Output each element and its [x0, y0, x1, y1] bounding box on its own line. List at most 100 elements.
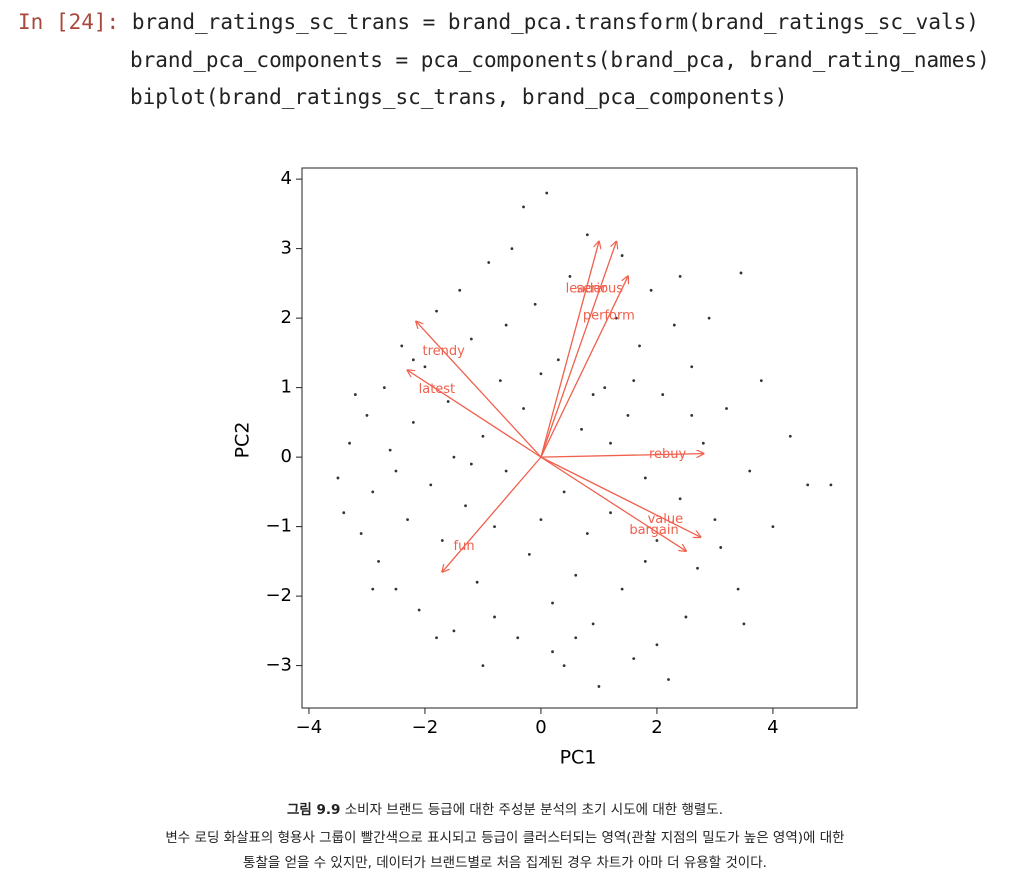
loading-arrow [540, 276, 628, 458]
point [348, 441, 351, 445]
code-text: brand_ratings_sc_trans = brand_pca.trans… [131, 10, 979, 34]
point [829, 483, 833, 487]
point [684, 615, 688, 619]
point [713, 518, 717, 522]
y-axis-label: PC2 [232, 422, 254, 459]
point [690, 365, 694, 369]
loading-label: perform [583, 309, 635, 324]
point [701, 441, 705, 445]
point [411, 420, 415, 424]
point [609, 511, 612, 515]
x-tick-label: 4 [767, 717, 778, 738]
point [429, 483, 433, 487]
point [353, 393, 357, 396]
x-tick-label: −2 [412, 717, 439, 738]
point [452, 629, 456, 633]
caption-title-text: 소비자 브랜드 등급에 대한 주성분 분석의 초기 시도에 대한 행렬도. [344, 802, 724, 818]
y-tick-label: −2 [265, 585, 292, 606]
loading-label: serious [576, 282, 623, 297]
loading-arrow [416, 322, 542, 458]
point [539, 372, 543, 376]
point [394, 469, 398, 473]
point [597, 685, 601, 688]
point [632, 657, 636, 661]
point [394, 587, 398, 591]
point [551, 601, 554, 605]
point [678, 497, 682, 501]
point [464, 504, 467, 508]
x-tick-label: −4 [296, 717, 323, 738]
point [771, 525, 775, 529]
point [469, 462, 473, 466]
point [759, 379, 763, 383]
point [585, 532, 589, 535]
point [736, 587, 740, 591]
loading-label: latest [419, 382, 456, 397]
point [469, 337, 473, 341]
point [580, 427, 583, 431]
loading-arrow [442, 456, 542, 572]
x-axis-label: PC1 [560, 747, 597, 769]
point [655, 643, 659, 647]
point [603, 386, 607, 390]
point [481, 434, 485, 438]
point [626, 414, 630, 417]
point [504, 323, 508, 327]
point [556, 358, 560, 362]
x-tick-label: 0 [535, 717, 546, 738]
point [643, 476, 647, 480]
plot-frame [301, 167, 858, 709]
point [446, 400, 450, 403]
point [632, 379, 636, 383]
y-tick-label: 4 [281, 168, 292, 189]
point [562, 490, 566, 494]
y-tick-label: 1 [281, 377, 292, 398]
point [591, 393, 595, 396]
point [417, 608, 421, 612]
loading-arrow [540, 456, 700, 537]
point [748, 469, 752, 473]
point [643, 559, 647, 563]
point [678, 275, 682, 278]
x-tick-label: 2 [651, 717, 662, 738]
y-tick-label: 3 [281, 238, 292, 259]
point [481, 664, 485, 668]
y-tick-label: −1 [265, 516, 292, 537]
point [690, 414, 694, 417]
point [591, 622, 595, 626]
caption-line: 통찰을 얻을 수 있지만, 데이터가 브랜드별로 처음 집계된 경우 차트가 아… [243, 855, 767, 871]
loading-label: rebuy [649, 447, 687, 462]
point [806, 483, 810, 487]
loading-label: leader [566, 282, 608, 297]
caption-title: 그림 9.9 소비자 브랜드 등급에 대한 주성분 분석의 초기 시도에 대한 … [0, 798, 1010, 818]
point [539, 518, 543, 522]
y-tick-label: 0 [281, 446, 292, 467]
figure-number: 그림 9.9 [286, 802, 341, 818]
point [620, 254, 624, 257]
point [620, 587, 624, 591]
code-text: biplot(brand_ratings_sc_trans, brand_pca… [130, 85, 788, 109]
point [638, 344, 641, 348]
loading-arrow [408, 370, 542, 458]
point [475, 580, 479, 584]
loading-arrow [540, 242, 599, 458]
point [672, 323, 676, 327]
loading-arrow [540, 242, 616, 458]
prompt: In [24]: [18, 10, 120, 34]
loading-arrow [540, 454, 703, 457]
point [411, 358, 415, 362]
point [609, 441, 612, 445]
point [435, 636, 438, 640]
point [707, 316, 711, 320]
loading-arrow [540, 456, 686, 551]
point [568, 275, 572, 278]
point [725, 407, 728, 410]
point [574, 573, 578, 577]
point [667, 678, 670, 681]
y-tick-label: 2 [281, 307, 292, 328]
point [493, 615, 496, 619]
point [365, 414, 369, 417]
point [788, 434, 792, 438]
point [382, 386, 386, 390]
